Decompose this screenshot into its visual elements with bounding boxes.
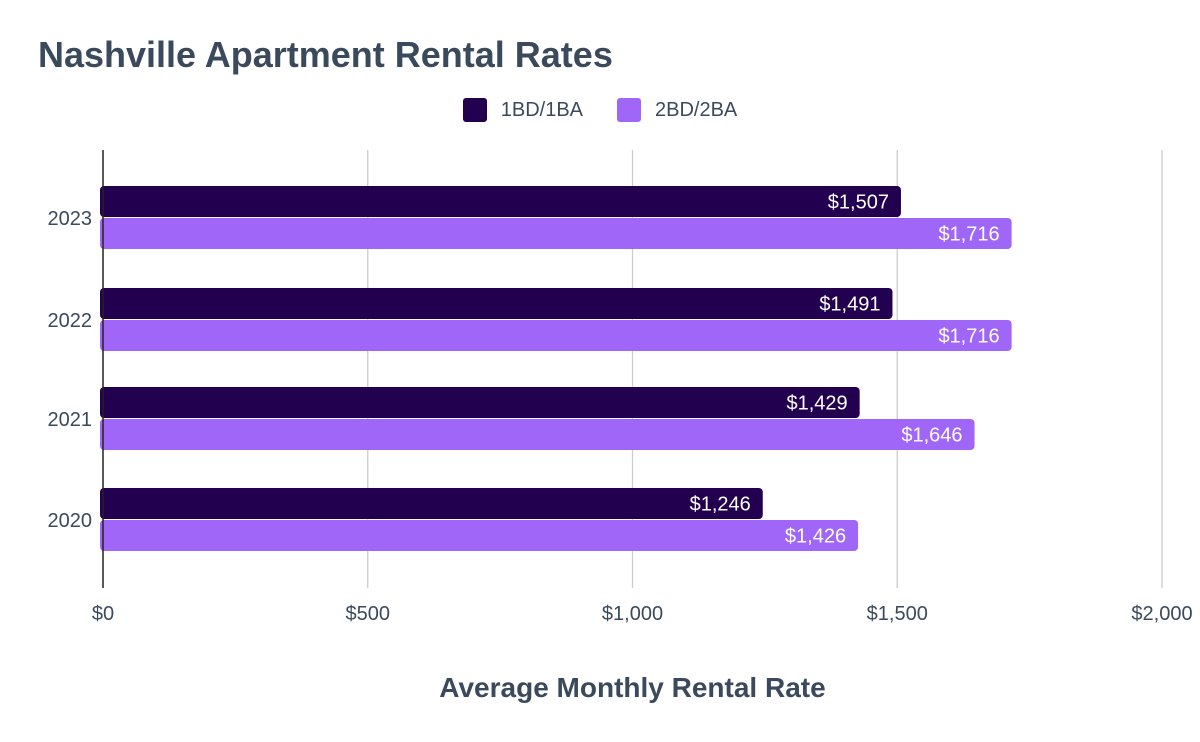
data-label-1bd-2020: $1,246: [690, 494, 751, 516]
x-axis-label: Average Monthly Rental Rate: [439, 672, 826, 703]
legend-label-2bd: 2BD/2BA: [655, 98, 738, 121]
y-tick-label-1: 2022: [48, 310, 93, 332]
bar-2bd-2021: [100, 419, 975, 450]
x-tick-label-1: $500: [346, 603, 391, 625]
legend-swatch-1bd: [462, 98, 487, 122]
bar-2bd-2020: [100, 520, 859, 551]
legend-swatch-2bd: [617, 98, 641, 122]
bar-2bd-2023: [100, 218, 1012, 249]
data-label-2bd-2022: $1,716: [938, 326, 999, 348]
x-tick-label-3: $1,500: [867, 603, 928, 625]
legend: 1BD/1BA 2BD/2BA: [0, 98, 1200, 122]
y-tick-label-0: 2023: [48, 208, 93, 230]
bar-2bd-2022: [100, 320, 1012, 351]
y-tick-label-2: 2021: [48, 409, 93, 431]
x-tick-label-0: $0: [92, 603, 114, 625]
bar-1bd-2023: [100, 186, 901, 217]
y-tick-label-3: 2020: [48, 510, 93, 532]
data-label-2bd-2020: $1,426: [785, 526, 846, 548]
data-label-1bd-2021: $1,429: [786, 393, 847, 415]
legend-item-2bd: 2BD/2BA: [617, 98, 737, 122]
bar-1bd-2022: [100, 288, 893, 319]
legend-item-1bd: 1BD/1BA: [462, 98, 583, 122]
data-label-2bd-2021: $1,646: [901, 425, 962, 447]
x-tick-label-2: $1,000: [602, 603, 663, 625]
data-label-1bd-2023: $1,507: [828, 192, 889, 214]
data-label-2bd-2023: $1,716: [938, 224, 999, 246]
x-tick-label-4: $2,000: [1131, 603, 1192, 625]
bar-1bd-2020: [100, 488, 763, 519]
legend-label-1bd: 1BD/1BA: [500, 98, 583, 121]
chart-title: Nashville Apartment Rental Rates: [38, 34, 613, 75]
data-label-1bd-2022: $1,491: [819, 294, 880, 316]
bar-1bd-2021: [100, 387, 860, 418]
